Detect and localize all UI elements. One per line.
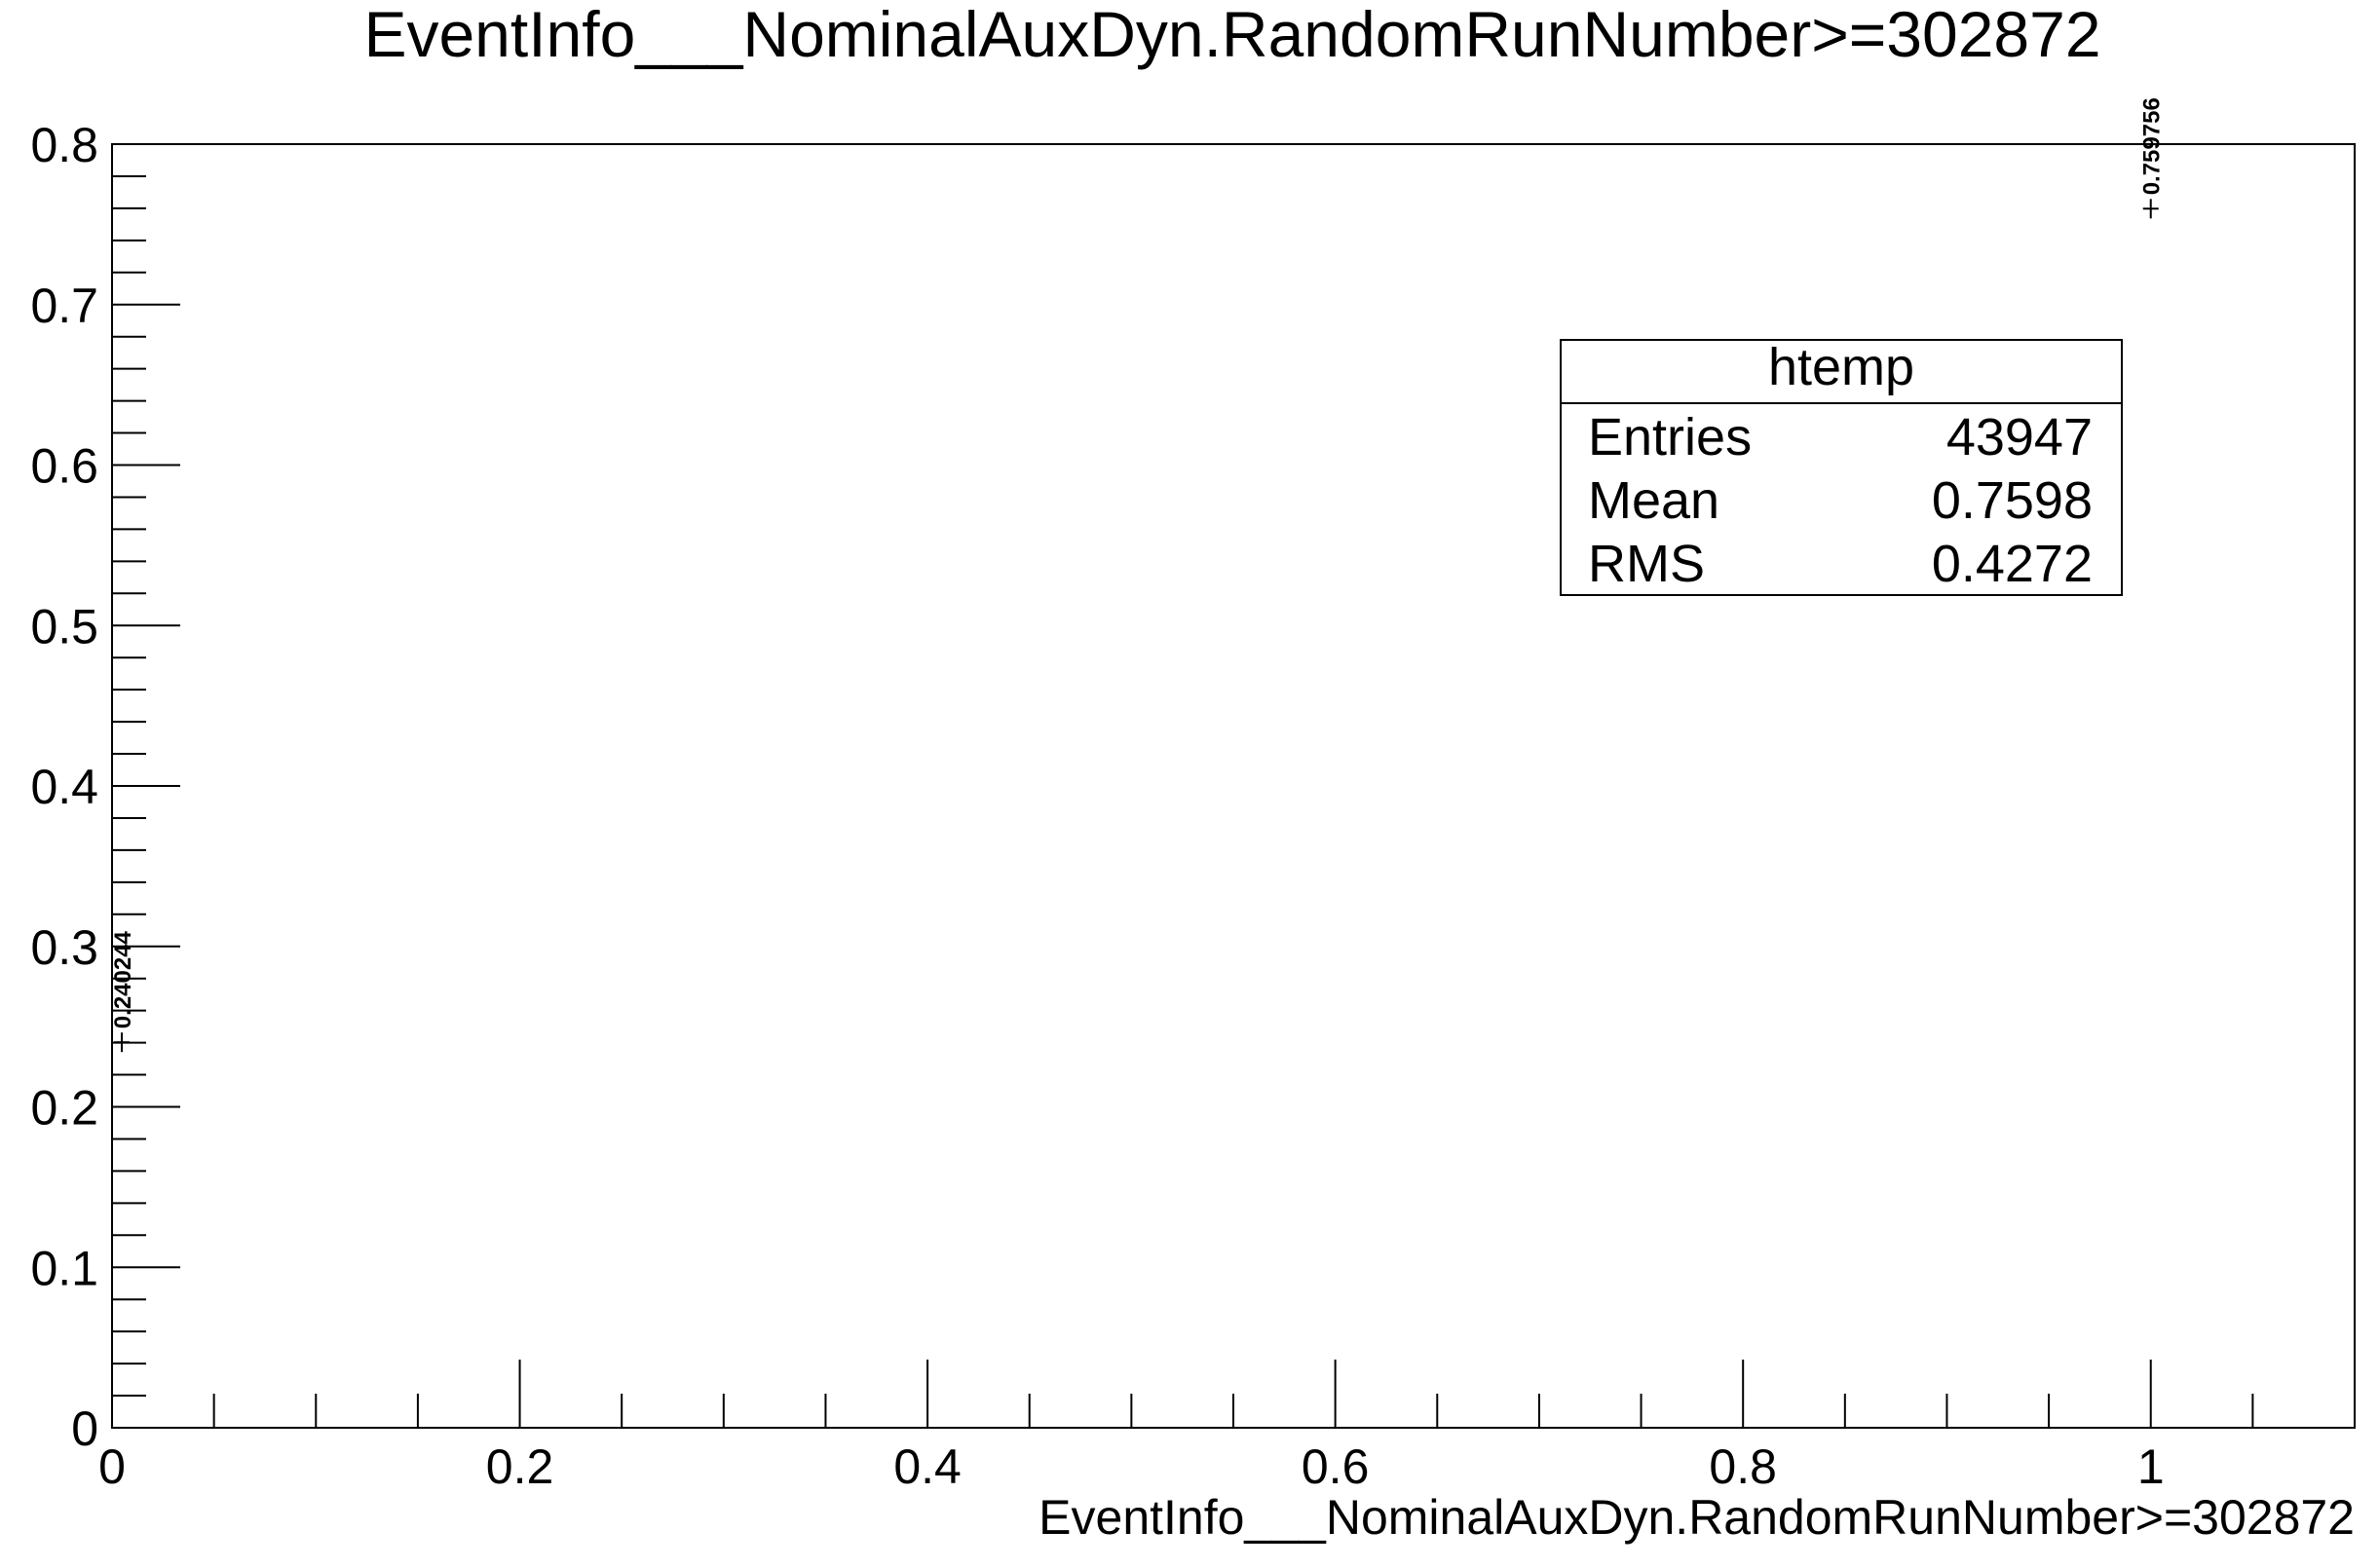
stats-rms-label: RMS bbox=[1588, 535, 1705, 593]
axis-ticks bbox=[111, 143, 2356, 1429]
x-tick-label: 0.2 bbox=[486, 1439, 554, 1494]
data-label: 0.759756 bbox=[2139, 97, 2166, 195]
y-tick-label: 0.6 bbox=[30, 439, 98, 494]
y-tick-label: 0 bbox=[71, 1401, 98, 1456]
data-label: 0.240244 bbox=[110, 930, 136, 1028]
y-tick-label: 0.8 bbox=[30, 118, 98, 172]
y-tick-label: 0.4 bbox=[30, 760, 98, 814]
x-tick-label: 0.8 bbox=[1709, 1439, 1777, 1494]
stats-box: htemp Entries 43947 Mean 0.7598 RMS 0.42… bbox=[1560, 338, 2123, 596]
stats-entries-label: Entries bbox=[1588, 408, 1752, 467]
y-tick-label: 0.5 bbox=[30, 599, 98, 653]
x-tick-label: 0 bbox=[98, 1439, 126, 1494]
y-tick-label: 0.1 bbox=[30, 1241, 98, 1295]
x-tick-labels: 0 0.2 0.4 0.6 0.8 1 bbox=[98, 1439, 2165, 1494]
x-tick-label: 1 bbox=[2137, 1439, 2165, 1494]
plot-frame bbox=[111, 143, 2356, 1429]
y-tick-labels: 0 0.1 0.2 0.3 0.4 0.5 0.6 0.7 0.8 bbox=[30, 118, 98, 1456]
x-axis-label: EventInfo___NominalAuxDyn.RandomRunNumbe… bbox=[1038, 1490, 2355, 1545]
x-tick-label: 0.4 bbox=[893, 1439, 962, 1494]
x-tick-label: 0.6 bbox=[1302, 1439, 1370, 1494]
stats-mean-value: 0.7598 bbox=[1932, 471, 2093, 530]
stats-mean-label: Mean bbox=[1588, 471, 1719, 530]
stats-rms-value: 0.4272 bbox=[1932, 535, 2093, 593]
stats-box-title: htemp bbox=[1768, 338, 1914, 396]
stats-entries-value: 43947 bbox=[1946, 408, 2093, 467]
y-tick-label: 0.3 bbox=[30, 920, 98, 975]
stats-box-frame bbox=[1560, 339, 2123, 596]
y-tick-label: 0.2 bbox=[30, 1081, 98, 1136]
y-tick-label: 0.7 bbox=[30, 279, 98, 333]
chart-title: EventInfo___NominalAuxDyn.RandomRunNumbe… bbox=[363, 0, 2100, 70]
data-points: 0.240244 0.759756 bbox=[110, 97, 2166, 1053]
